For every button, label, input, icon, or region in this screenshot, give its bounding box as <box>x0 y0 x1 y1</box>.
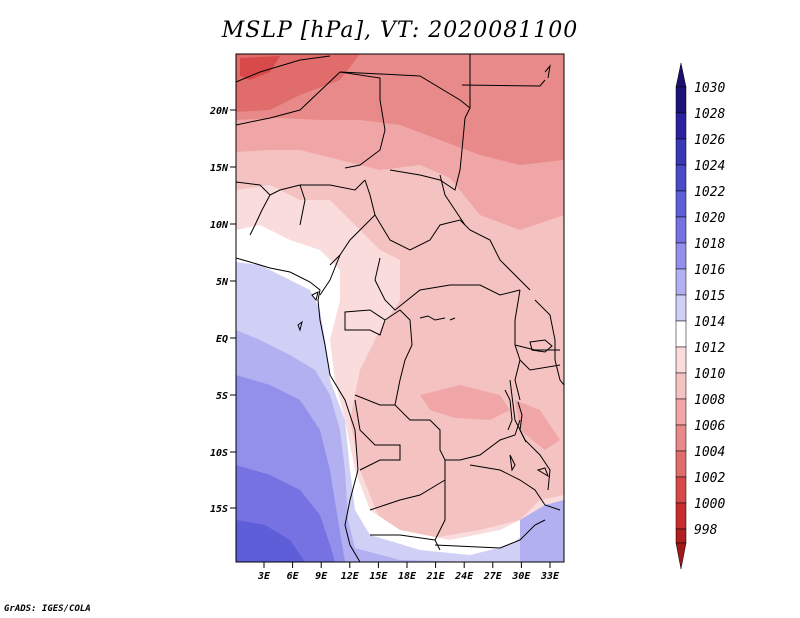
colorbar-label: 1022 <box>694 185 725 200</box>
lon-tick-label: 15E <box>369 571 388 582</box>
colorbar-label: 1018 <box>694 237 725 252</box>
lat-tick-label: 10N <box>210 220 229 231</box>
lon-tick-label: 18E <box>398 571 417 582</box>
colorbar-segment <box>675 164 687 192</box>
lon-tick-label: 33E <box>540 571 560 582</box>
colorbar-segment <box>675 424 687 452</box>
colorbar-label: 1000 <box>694 497 725 512</box>
colorbar-label: 1015 <box>694 289 725 304</box>
colorbar-segment <box>675 242 687 270</box>
colorbar-label: 1012 <box>694 341 725 356</box>
colorbar-label: 1020 <box>694 211 725 226</box>
chart-title: MSLP [hPa], VT: 2020081100 <box>221 18 579 43</box>
lon-tick-label: 12E <box>341 571 360 582</box>
colorbar-segment <box>675 450 687 478</box>
colorbar-segment <box>675 476 687 504</box>
colorbar-label: 1002 <box>694 471 725 486</box>
colorbar-segment <box>675 86 687 114</box>
map-frame <box>235 53 565 563</box>
colorbar-label: 1024 <box>694 159 725 174</box>
colorbar-label: 1030 <box>694 81 725 96</box>
lon-tick-label: 3E <box>257 571 271 582</box>
lat-tick-label: 10S <box>210 448 228 459</box>
colorbar: 1030 1028 1026 1024 1022 1020 1018 1016 1015 1014… <box>675 62 725 570</box>
lat-tick-label: 15N <box>210 163 229 174</box>
lat-tick-label: 20N <box>209 106 229 117</box>
lakes <box>297 64 553 478</box>
colorbar-label: 1016 <box>694 263 725 278</box>
colorbar-top-cap <box>675 62 687 88</box>
colorbar-segment <box>675 346 687 374</box>
colorbar-label: 1028 <box>694 107 725 122</box>
lat-tick-label: 5S <box>216 391 228 402</box>
lon-tick-label: 30E <box>511 571 531 582</box>
colorbar-segment <box>675 138 687 166</box>
lat-tick-label: 15S <box>210 504 228 515</box>
grads-credit: GrADS: IGES/COLA <box>4 604 91 614</box>
colorbar-segment <box>675 216 687 244</box>
colorbar-segment <box>675 528 687 544</box>
colorbar-segment <box>675 372 687 400</box>
colorbar-segment <box>675 502 687 530</box>
colorbar-label: 998 <box>694 523 718 538</box>
country-borders <box>236 54 564 562</box>
lon-tick-label: 21E <box>426 571 446 582</box>
colorbar-label: 1014 <box>694 315 725 330</box>
colorbar-label: 1006 <box>694 419 725 434</box>
colorbar-segment <box>675 398 687 426</box>
lat-tick-label: EQ <box>216 334 228 345</box>
lon-tick-label: 24E <box>454 571 474 582</box>
colorbar-segment <box>675 294 687 322</box>
colorbar-segment <box>675 320 687 348</box>
colorbar-bottom-cap <box>675 542 687 570</box>
colorbar-segment <box>675 112 687 140</box>
lat-tick-label: 5N <box>216 277 229 288</box>
colorbar-label: 1010 <box>694 367 725 382</box>
colorbar-label: 1004 <box>694 445 725 460</box>
pressure-field <box>236 54 564 562</box>
longitude-axis: 3E 6E 9E 12E 15E 18E 21E 24E 27E 30E 33E <box>257 562 560 582</box>
lon-tick-label: 27E <box>483 571 503 582</box>
latitude-axis: 20N 15N 10N 5N EQ 5S 10S 15S <box>209 106 236 515</box>
lon-tick-label: 9E <box>315 571 328 582</box>
colorbar-segment <box>675 268 687 296</box>
colorbar-label: 1008 <box>694 393 725 408</box>
lon-tick-label: 6E <box>287 571 300 582</box>
colorbar-segment <box>675 190 687 218</box>
colorbar-label: 1026 <box>694 133 725 148</box>
